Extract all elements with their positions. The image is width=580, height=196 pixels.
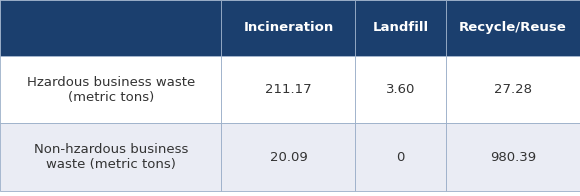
Text: 211.17: 211.17	[265, 83, 312, 96]
Text: Hzardous business waste
(metric tons): Hzardous business waste (metric tons)	[27, 76, 195, 104]
Text: Landfill: Landfill	[372, 21, 429, 34]
Text: 980.39: 980.39	[490, 151, 536, 164]
Bar	[356, 56, 446, 123]
Bar	[356, 123, 446, 191]
Bar	[0, 123, 222, 191]
Text: Incineration: Incineration	[244, 21, 334, 34]
Bar	[222, 56, 356, 123]
Bar	[0, 0, 222, 56]
Text: 27.28: 27.28	[494, 83, 532, 96]
Text: 3.60: 3.60	[386, 83, 415, 96]
Bar	[446, 123, 580, 191]
Text: 20.09: 20.09	[270, 151, 307, 164]
Bar	[0, 56, 222, 123]
Bar	[446, 0, 580, 56]
Bar	[356, 0, 446, 56]
Bar	[222, 123, 356, 191]
Bar	[446, 56, 580, 123]
Bar	[222, 0, 356, 56]
Text: Recycle/Reuse: Recycle/Reuse	[459, 21, 567, 34]
Text: 0: 0	[397, 151, 405, 164]
Text: Non-hzardous business
waste (metric tons): Non-hzardous business waste (metric tons…	[34, 143, 188, 171]
